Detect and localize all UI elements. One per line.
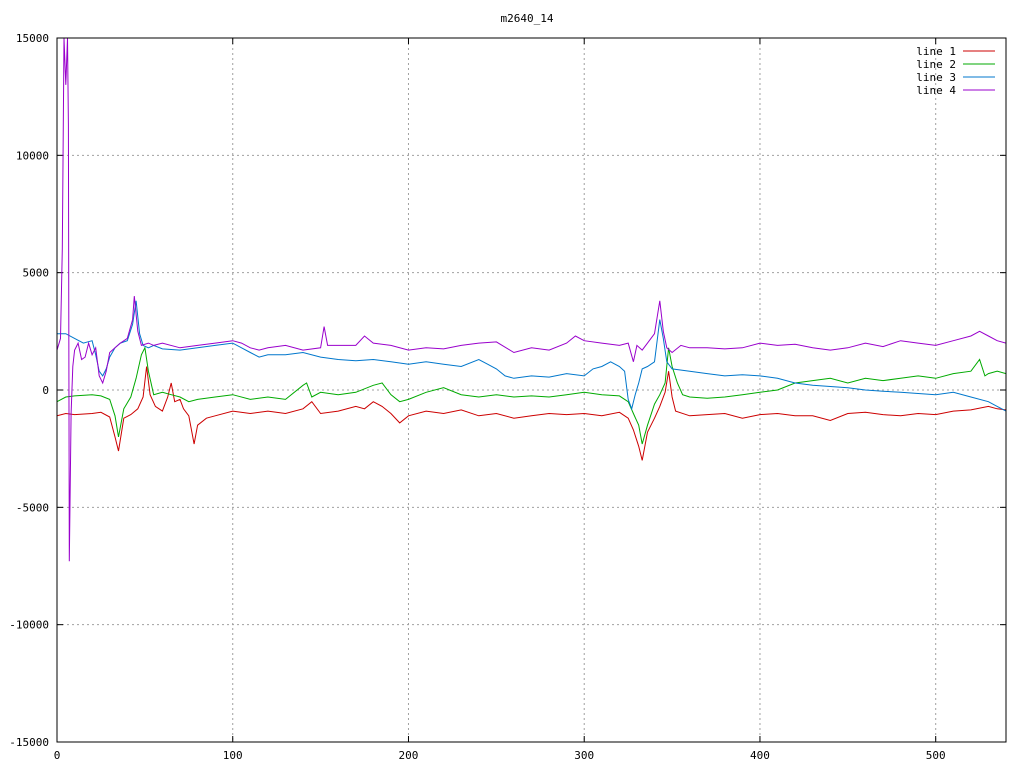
- x-tick-label: 0: [54, 749, 61, 762]
- y-tick-label: 15000: [16, 32, 49, 45]
- x-tick-label: 100: [223, 749, 243, 762]
- x-tick-label: 200: [399, 749, 419, 762]
- x-tick-label: 400: [750, 749, 770, 762]
- axes: 0 100 200 300 400 500 -15000 -10000 -5000 0 5000 10…: [9, 32, 1006, 762]
- y-tick-label: -10000: [9, 619, 49, 632]
- x-tick-label: 500: [926, 749, 946, 762]
- series-group: [57, 38, 1006, 562]
- grid: [57, 38, 1006, 742]
- series-line: [57, 366, 1006, 461]
- plot-border: [56, 37, 1007, 743]
- series-line: [57, 300, 1006, 412]
- y-tick-label: -15000: [9, 736, 49, 749]
- y-tick-label: -5000: [16, 501, 49, 514]
- y-tick-label: 0: [42, 384, 49, 397]
- legend-label: line 4: [916, 84, 956, 97]
- x-tick-label: 300: [574, 749, 594, 762]
- legend-label: line 1: [916, 45, 956, 58]
- y-tick-label: 10000: [16, 149, 49, 162]
- legend-label: line 3: [916, 71, 956, 84]
- legend-label: line 2: [916, 58, 956, 71]
- series-line: [57, 38, 1006, 562]
- chart-title: m2640_14: [501, 12, 554, 25]
- y-tick-label: 5000: [23, 267, 50, 280]
- series-line: [57, 346, 1006, 445]
